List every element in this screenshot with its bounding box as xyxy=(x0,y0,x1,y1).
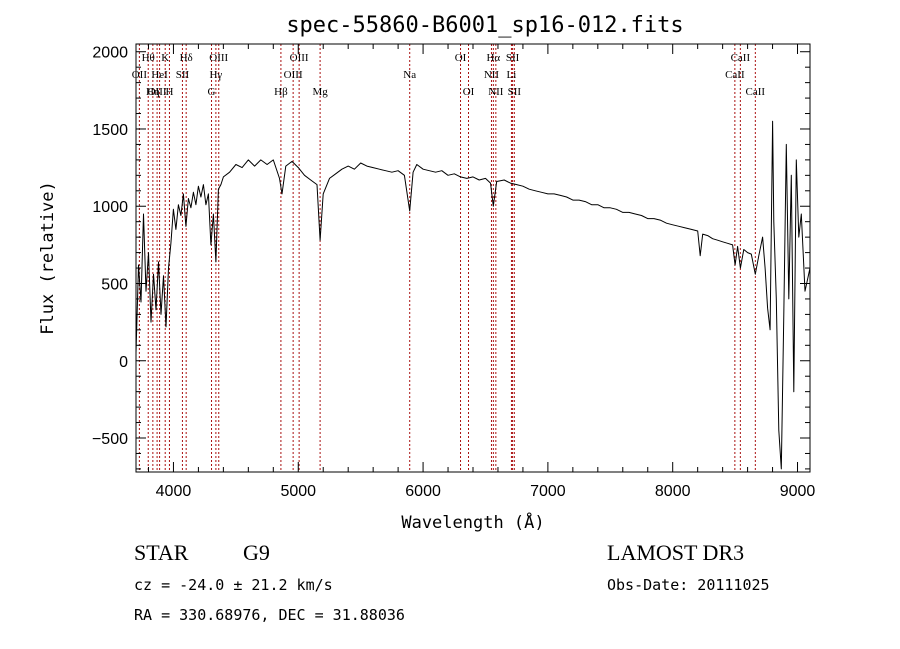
spectral-line-label: NII xyxy=(488,86,504,98)
object-subclass: G9 xyxy=(243,540,270,565)
spectral-lines-layer xyxy=(138,44,756,472)
spectrum-line xyxy=(135,120,811,470)
spectral-line-label: Hβ xyxy=(274,86,288,98)
y-axis-ticks: −500 0 500 1000 1500 2000 xyxy=(92,45,810,470)
chart-title: spec-55860-B6001_sp16-012.fits xyxy=(286,13,683,38)
y-axis-label: Flux (relative) xyxy=(38,181,58,335)
redshift-velocity: cz = -24.0 ± 21.2 km/s xyxy=(134,576,333,594)
x-tick-label: 5000 xyxy=(280,483,316,500)
spectral-line-label: G xyxy=(208,86,216,98)
spectral-line-label: Hθ xyxy=(142,52,155,64)
survey-name: LAMOST DR3 xyxy=(607,540,744,565)
spectral-line-label: OI xyxy=(463,86,475,98)
x-tick-label: 9000 xyxy=(780,483,816,500)
spectral-line-label: H xyxy=(165,86,173,98)
spectral-line-label: Mg xyxy=(312,86,328,98)
spectral-line-label: Li xyxy=(507,69,517,81)
observation-date: Obs-Date: 20111025 xyxy=(607,576,770,594)
spectral-line-label: SII xyxy=(176,69,190,81)
y-tick-label: 1000 xyxy=(92,199,128,216)
spectral-line-label: OI xyxy=(455,52,467,64)
spectral-line-label: K xyxy=(161,52,169,64)
spectral-line-label: Hη xyxy=(146,86,160,98)
spectral-line-label: OIII xyxy=(284,69,303,81)
plot-frame xyxy=(135,43,811,473)
x-tick-label: 7000 xyxy=(530,483,566,500)
spectrum-series xyxy=(135,120,811,470)
spectral-line-label: OIII xyxy=(290,52,309,64)
object-class: STAR xyxy=(134,540,189,565)
y-tick-label: 1500 xyxy=(92,122,128,139)
spectral-line-label: Hγ xyxy=(209,69,222,81)
spectral-line-label: Na xyxy=(403,69,416,81)
spectral-line-labels: Hθ K Hδ OIII OIII OI Hα SII CaII OII HeI SII Hγ OIII N… xyxy=(132,52,766,98)
x-axis-ticks: 4000 5000 6000 7000 8000 9000 xyxy=(147,44,816,500)
spectral-line-label: NII xyxy=(484,69,500,81)
x-tick-label: 6000 xyxy=(405,483,441,500)
spectral-line-label: OIII xyxy=(148,86,167,98)
coordinates: RA = 330.68976, DEC = 31.88036 xyxy=(134,606,405,624)
y-tick-label: 0 xyxy=(119,354,128,371)
spectral-line-label: Hα xyxy=(486,52,500,64)
spectral-line-label: CaII xyxy=(725,69,745,81)
y-tick-label: 500 xyxy=(101,276,128,293)
spectral-line-label: CaII xyxy=(731,52,751,64)
spectral-line-label: CaII xyxy=(746,86,766,98)
spectral-line-label: HeI xyxy=(151,69,168,81)
spectral-line-label: OII xyxy=(132,69,148,81)
spectral-line-label: OIII xyxy=(209,52,228,64)
x-axis-label: Wavelength (Å) xyxy=(401,511,544,533)
y-tick-label: 2000 xyxy=(92,45,128,62)
x-tick-label: 4000 xyxy=(156,483,192,500)
spectral-line-label: SII xyxy=(506,52,520,64)
spectral-line-label: Hδ xyxy=(180,52,193,64)
x-tick-label: 8000 xyxy=(655,483,691,500)
spectral-line-label: SII xyxy=(508,86,522,98)
y-tick-label: −500 xyxy=(92,431,128,448)
